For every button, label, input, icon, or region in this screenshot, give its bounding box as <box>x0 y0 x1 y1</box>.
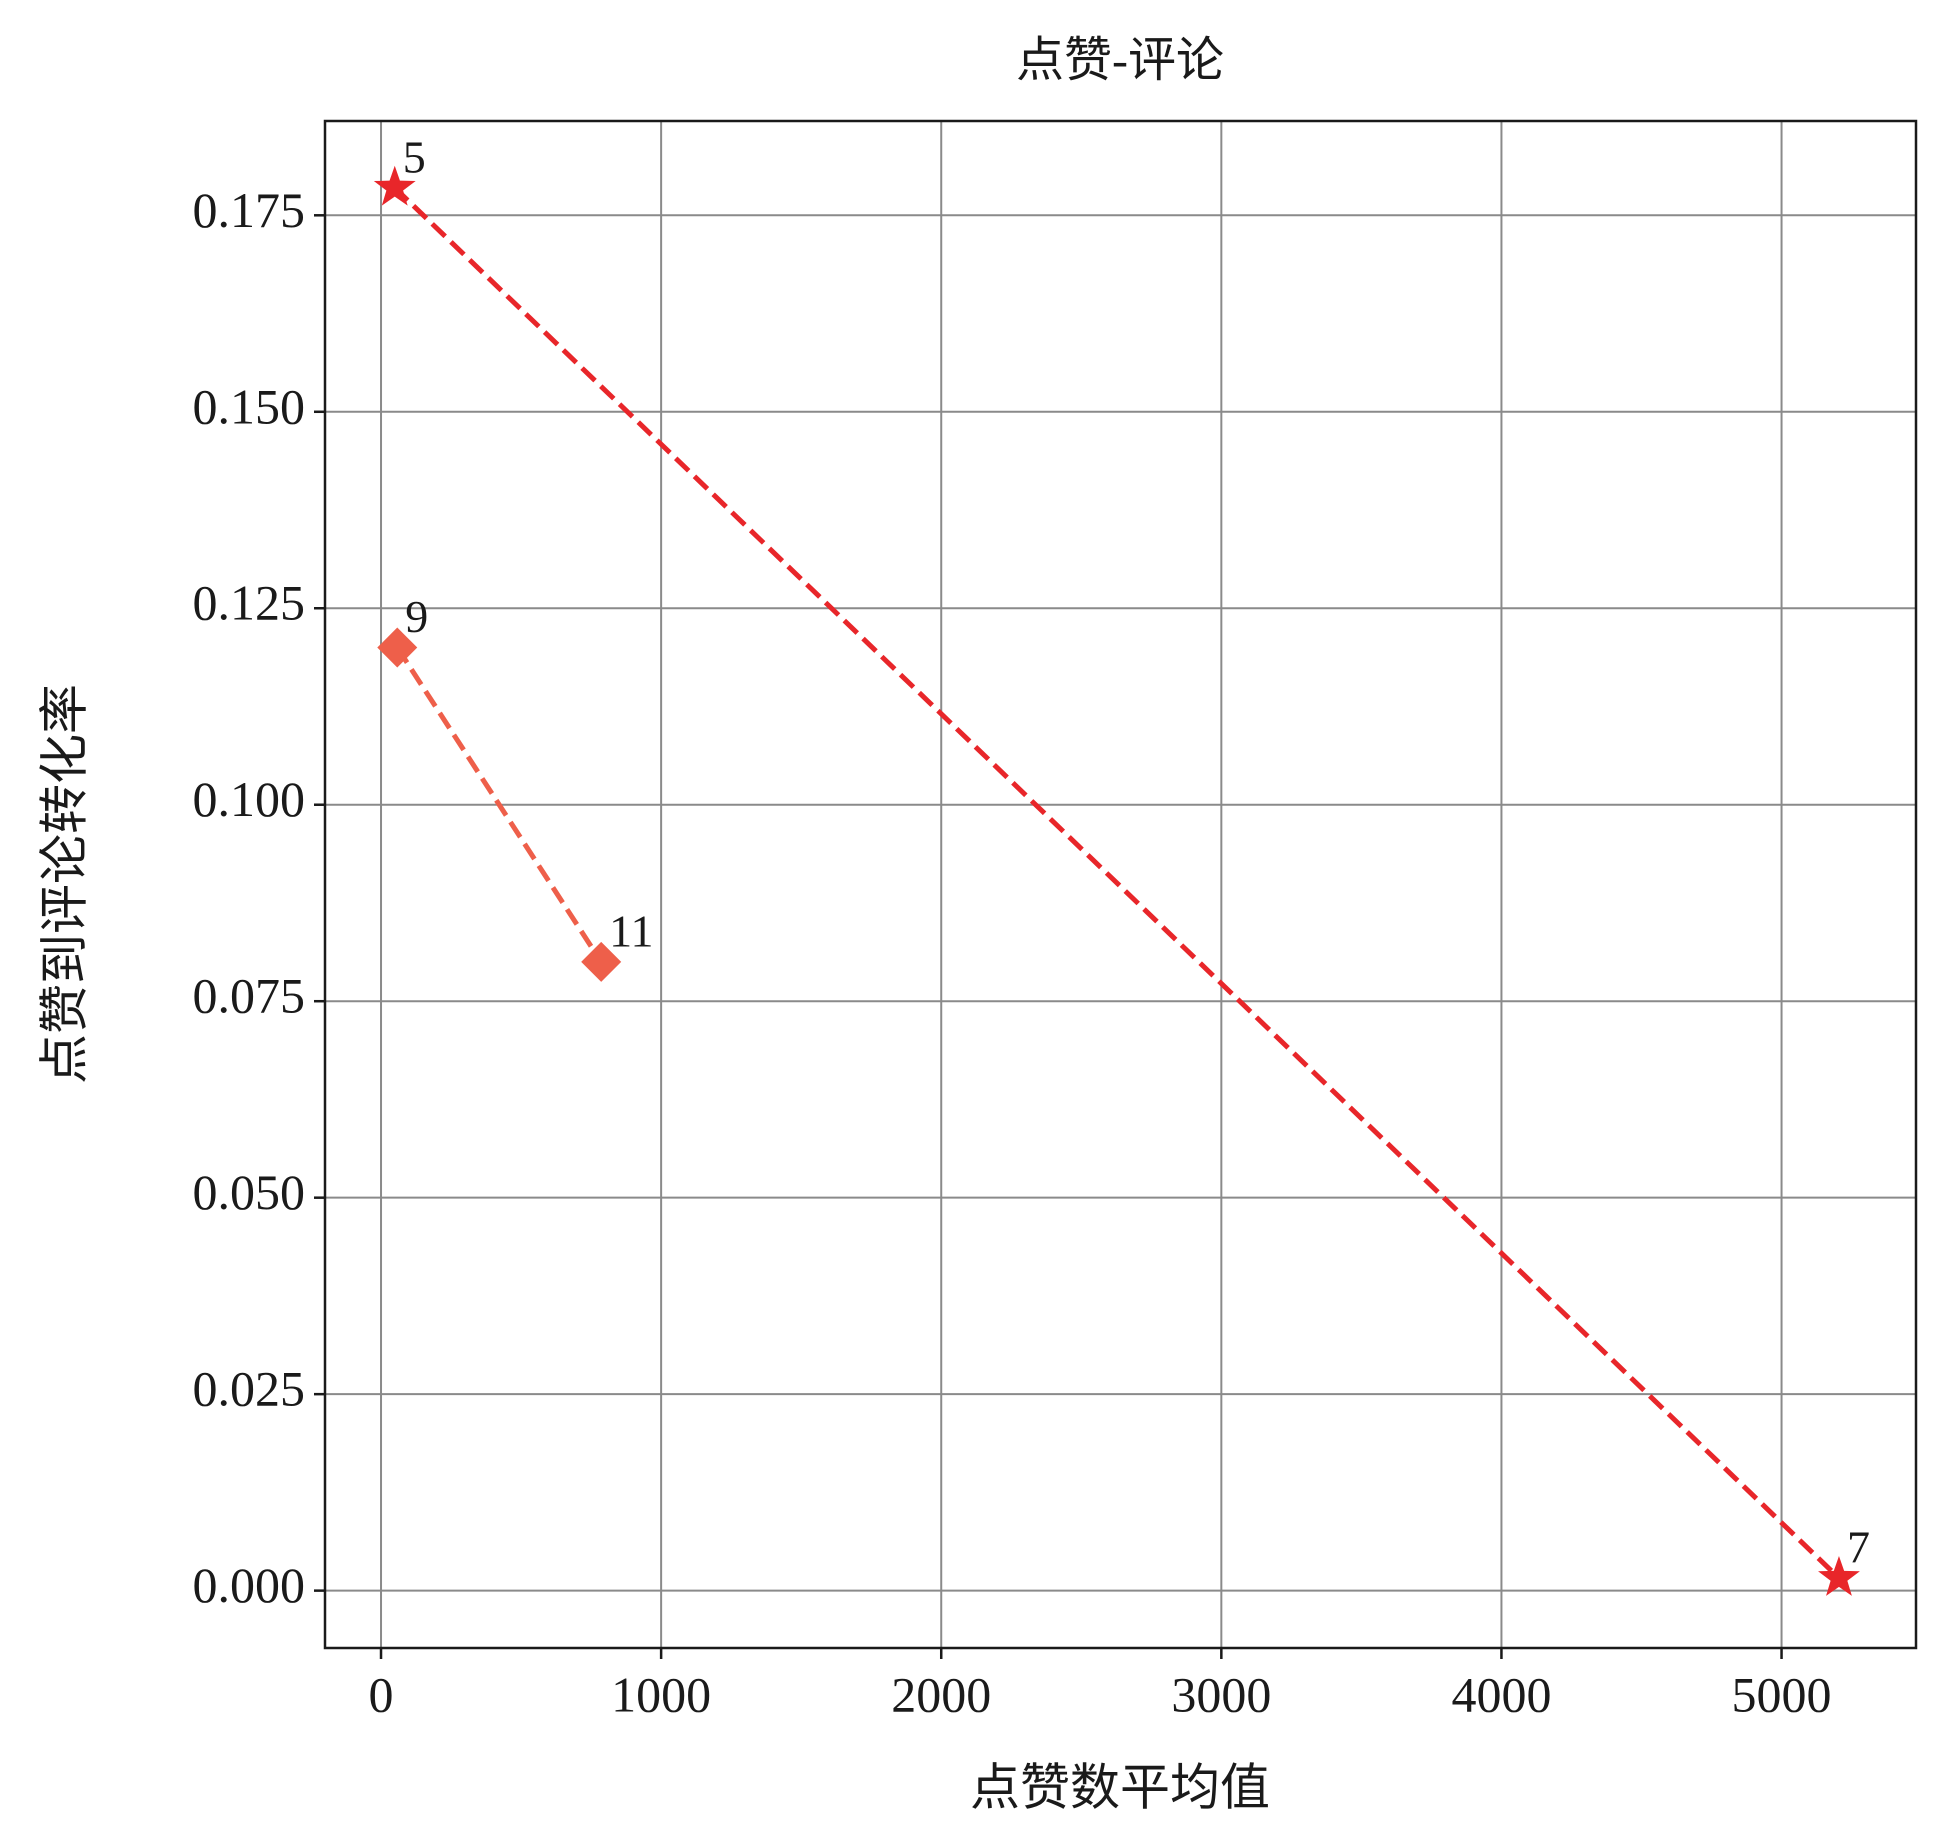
series-line <box>393 185 1841 1580</box>
axes-frame <box>323 119 1918 1650</box>
x-tick-label: 0 <box>369 1666 394 1722</box>
data-point <box>581 941 622 982</box>
x-tick-label: 4000 <box>1451 1666 1551 1722</box>
x-tick-label: 5000 <box>1732 1666 1832 1722</box>
data-point <box>373 165 416 206</box>
chart-title: 点赞-评论 <box>1016 34 1224 87</box>
data-point <box>1818 1556 1860 1596</box>
x-tick-label: 2000 <box>891 1666 991 1722</box>
y-tick-label: 0.000 <box>193 1557 306 1613</box>
grid <box>325 121 1916 1648</box>
x-tick-label: 3000 <box>1171 1666 1271 1722</box>
series-line <box>395 646 604 964</box>
point-label: 11 <box>609 905 653 956</box>
point-label: 9 <box>405 591 428 642</box>
x-axis-label: 点赞数平均值 <box>970 1759 1270 1815</box>
y-tick-label: 0.025 <box>193 1361 306 1417</box>
y-tick-label: 0.125 <box>193 575 306 631</box>
plot-area: 5 7 9 11 <box>373 131 1870 1596</box>
y-tick-label: 0.175 <box>193 182 306 238</box>
data-point <box>377 627 418 668</box>
y-tick-label: 0.150 <box>193 378 306 434</box>
point-label: 5 <box>403 131 426 182</box>
y-tick-label: 0.050 <box>193 1164 306 1220</box>
y-tick-label: 0.075 <box>193 968 306 1024</box>
y-tick-label: 0.100 <box>193 771 306 827</box>
y-axis-label: 点赞到评论转化率 <box>36 684 92 1084</box>
x-tick-label: 1000 <box>611 1666 711 1722</box>
point-label: 7 <box>1847 1522 1870 1573</box>
